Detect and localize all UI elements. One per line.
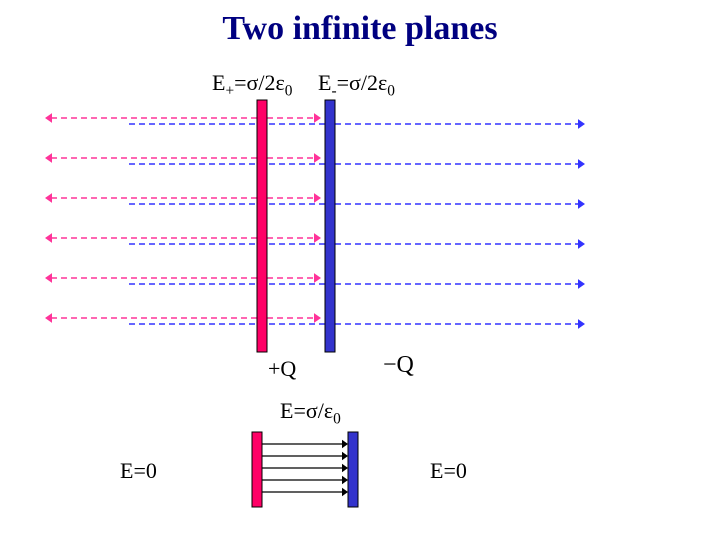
diagram-svg [0,0,720,540]
